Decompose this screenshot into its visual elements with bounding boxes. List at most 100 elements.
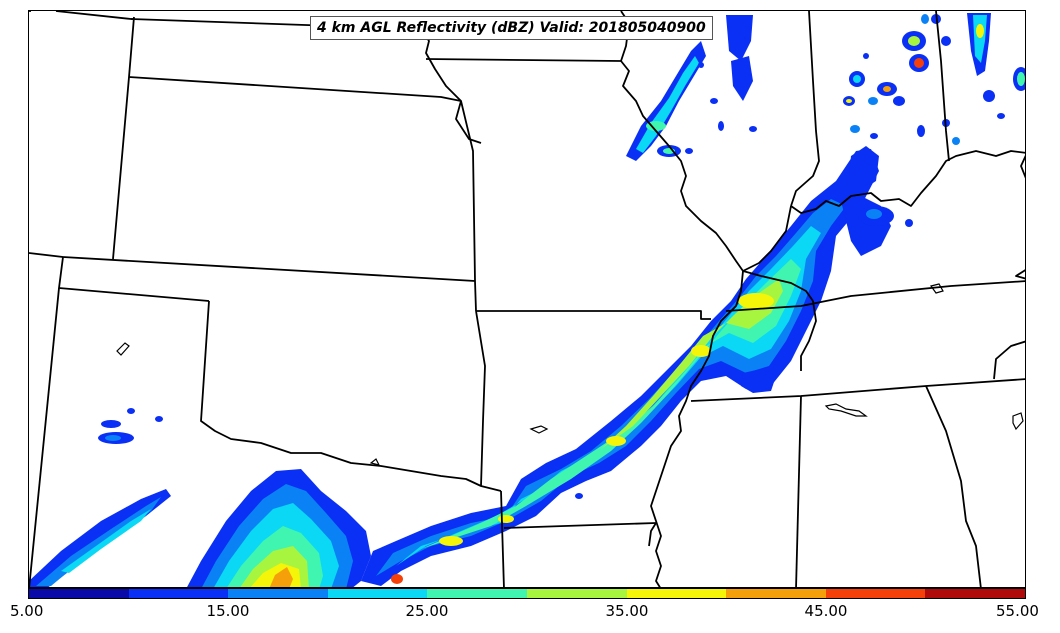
border-ky-west	[742, 205, 792, 272]
echo-ne-band-core	[973, 15, 987, 63]
echo-ne-cell-10	[868, 97, 878, 105]
lake-4	[529, 425, 549, 434]
colorbar-segment	[626, 589, 727, 598]
echo-main-line-green	[421, 259, 801, 549]
echo-core-yellow-1	[738, 293, 774, 309]
border-sd-ne	[29, 11, 134, 20]
lake-1	[824, 403, 868, 417]
border-mo-top	[425, 58, 622, 62]
lake-6	[116, 342, 130, 356]
border-wy-ne	[112, 16, 135, 260]
border-tn-ky-west	[742, 270, 814, 302]
border-ia-mo	[420, 28, 482, 144]
colorbar-segment	[427, 589, 527, 598]
echo-ne-cell-22	[718, 121, 724, 131]
echo-ne-cell-21	[710, 98, 718, 104]
border-tn-river	[800, 300, 817, 371]
echo-main-line-mid	[376, 199, 846, 576]
echo-small-ar	[575, 493, 583, 499]
echo-ne-cell-24	[698, 62, 704, 68]
echo-ne-cell-7	[983, 90, 995, 102]
echo-in-cell-2-core	[866, 209, 882, 219]
echo-nm-band-cyan	[61, 509, 151, 573]
echo-nm-small-4	[155, 416, 163, 422]
echo-ne-cell-4-core	[853, 75, 861, 83]
echo-core-yellow-2	[691, 345, 711, 357]
echo-core-yellow-4	[439, 536, 463, 546]
border-ks-ok	[62, 256, 476, 282]
border-in-oh	[935, 11, 950, 162]
echo-ne-cell-3-core	[883, 86, 891, 92]
colorbar-segment	[726, 589, 826, 598]
reflectivity-echoes	[29, 13, 1025, 587]
echo-north-illinois-2	[731, 56, 753, 101]
border-va-nc	[993, 340, 1025, 380]
echo-ne-cell-20	[997, 113, 1005, 119]
echo-illinois-green	[646, 121, 666, 131]
border-al-ga	[925, 385, 982, 587]
colorbar-tick-1: 5.00	[10, 602, 44, 620]
border-nm-tx	[29, 287, 60, 587]
border-mo-ar	[476, 310, 711, 320]
echo-ne-cell-23	[749, 126, 757, 132]
colorbar-segment	[825, 589, 926, 598]
echo-ne-cell-11	[850, 125, 860, 133]
echo-main-line-lime	[601, 279, 783, 449]
echo-nm-small-3	[127, 408, 135, 414]
colorbar-tick-5: 45.00	[804, 602, 848, 620]
colorbar-segment	[228, 589, 328, 598]
echo-ne-cell-12	[917, 125, 925, 137]
lake-5	[369, 458, 381, 466]
echo-ne-cell-13	[952, 137, 960, 145]
echo-ne-cell-8	[941, 36, 951, 46]
colorbar-segment	[128, 589, 229, 598]
colorbar-segment	[29, 589, 129, 598]
border-ms-river-la	[648, 522, 657, 547]
colorbar	[28, 588, 1026, 599]
state-borders	[29, 11, 1025, 587]
border-co-ks-north	[29, 252, 64, 258]
echo-ne-cell-17	[863, 53, 869, 59]
echo-ne-cell-19	[905, 219, 913, 227]
echo-ne-cell-6-core	[846, 99, 852, 103]
border-tn-south	[690, 378, 1025, 402]
border-ms-al	[795, 395, 802, 587]
map-panel	[28, 10, 1026, 588]
lake-outlines	[116, 283, 1024, 466]
colorbar-segment	[925, 589, 1025, 598]
colorbar-segment	[327, 589, 428, 598]
echo-nm-small-1-core	[105, 435, 121, 441]
border-tx-ok-west	[200, 300, 502, 492]
lake-3	[1012, 412, 1024, 431]
echo-ne-cell-18	[921, 14, 929, 24]
echo-tn-south	[741, 369, 776, 393]
echo-in-cell	[849, 146, 879, 191]
echo-north-illinois	[726, 15, 753, 61]
colorbar-tick-2: 15.00	[206, 602, 250, 620]
echo-ne-cell-1-core	[908, 36, 920, 46]
echo-texas-cluster-orange	[269, 567, 293, 587]
colorbar-tick-6: 55.00	[996, 602, 1039, 620]
border-wv	[1020, 155, 1025, 179]
border-ne-ks	[128, 76, 462, 102]
lake-2	[929, 283, 944, 294]
border-ar-la-2	[503, 522, 657, 529]
colorbar-segment	[526, 589, 627, 598]
border-ky-tn	[725, 280, 1025, 312]
border-mo-west	[460, 100, 477, 312]
border-il-in-east	[790, 11, 820, 207]
river-mississippi	[620, 60, 744, 587]
echo-ne-cell-5-core	[1017, 72, 1025, 86]
echo-ne-cell-25	[685, 148, 693, 154]
colorbar-tick-3: 25.00	[405, 602, 449, 620]
echo-core-yellow-5	[498, 515, 514, 523]
echo-ne-band-yellow	[976, 24, 984, 38]
echo-ne-cell-9	[893, 96, 905, 106]
echo-ky-cluster	[841, 196, 891, 256]
echo-nm-band-core	[36, 497, 161, 586]
reflectivity-map	[29, 11, 1025, 587]
map-title: 4 km AGL Reflectivity (dBZ) Valid: 20180…	[310, 16, 713, 40]
border-ok-ar	[475, 310, 486, 487]
echo-ne-cell-2-core	[914, 58, 924, 68]
echo-nm-small-2	[101, 420, 121, 428]
